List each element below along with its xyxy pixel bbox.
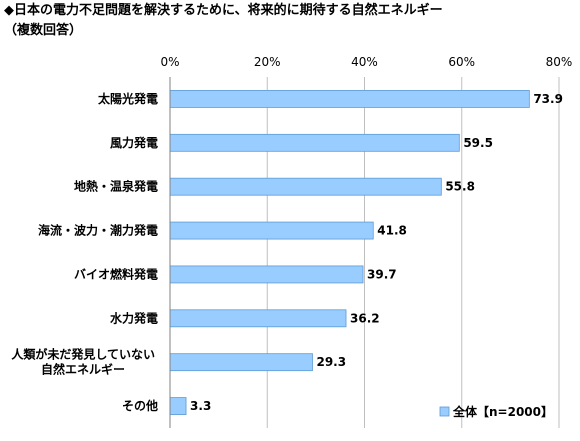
gridlines	[169, 77, 560, 428]
category-label: その他	[122, 398, 158, 413]
chart-title: ◆日本の電力不足問題を解決するために、将来的に期待する自然エネルギー	[4, 3, 443, 18]
bar	[169, 353, 313, 372]
category-label: 自然エネルギー	[41, 362, 125, 377]
x-tick-label: 80%	[546, 55, 573, 69]
category-label: バイオ燃料発電	[74, 266, 158, 281]
value-label: 39.7	[367, 267, 397, 281]
category-label: 海流・波力・潮力発電	[38, 223, 158, 238]
x-axis-ticks: 0% 20% 40% 60% 80%	[160, 55, 572, 69]
category-label: 水力発電	[110, 310, 158, 325]
value-label: 41.8	[377, 224, 407, 238]
bars	[169, 90, 530, 415]
category-label: 地熱・温泉発電	[74, 179, 158, 194]
category-label: 人類が未だ発見していない	[11, 347, 155, 362]
value-label: 55.8	[445, 180, 475, 194]
category-labels: 太陽光発電風力発電地熱・温泉発電海流・波力・潮力発電バイオ燃料発電水力発電人類が…	[11, 91, 158, 413]
bar	[169, 309, 347, 328]
bar	[169, 397, 187, 415]
bar	[169, 177, 442, 196]
bar	[169, 221, 374, 240]
x-tick-label: 0%	[160, 55, 179, 69]
value-label: 29.3	[316, 355, 346, 369]
value-label: 59.5	[463, 136, 493, 150]
x-tick-label: 40%	[351, 55, 378, 69]
x-tick-label: 60%	[448, 55, 475, 69]
x-tick-label: 20%	[254, 55, 281, 69]
bar	[169, 90, 530, 108]
value-label: 36.2	[350, 311, 380, 325]
category-label: 風力発電	[110, 135, 158, 150]
bar	[169, 265, 364, 284]
legend-label: 全体【n=2000】	[452, 404, 553, 419]
legend: 全体【n=2000】	[439, 404, 553, 419]
bar	[169, 133, 460, 152]
chart-subtitle: （複数回答）	[4, 23, 83, 38]
value-labels: 73.9 59.5 55.8 41.8 39.7 36.2 29.3 3.3	[190, 92, 563, 413]
category-label: 太陽光発電	[98, 91, 158, 106]
value-label: 3.3	[190, 399, 211, 413]
legend-swatch	[439, 406, 450, 417]
value-label: 73.9	[533, 92, 563, 106]
